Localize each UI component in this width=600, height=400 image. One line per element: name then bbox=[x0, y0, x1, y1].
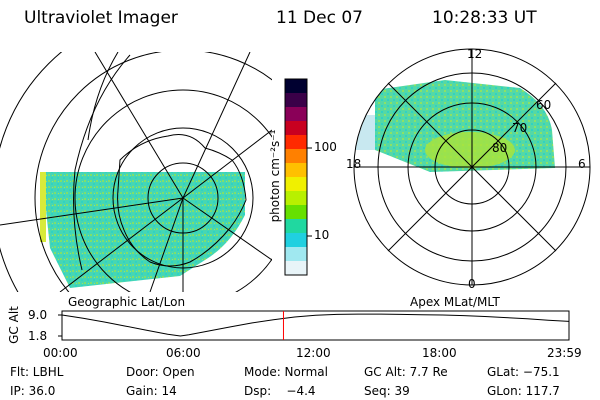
mlat-label-60: 60 bbox=[536, 98, 552, 112]
altitude-ylabel: GC Alt bbox=[7, 306, 21, 344]
xtick-0600: 06:00 bbox=[166, 346, 201, 360]
footer-gain: Gain: 14 bbox=[126, 384, 177, 398]
mlat-label-80: 80 bbox=[492, 141, 508, 155]
colorbar-label: photon cm⁻²s⁻¹ bbox=[268, 129, 282, 223]
mlt-label-0: 0 bbox=[468, 277, 476, 291]
colorbar-segment bbox=[285, 233, 307, 248]
colorbar-segment bbox=[285, 177, 307, 192]
instrument-title: Ultraviolet Imager bbox=[24, 8, 178, 28]
colorbar-segment bbox=[285, 107, 307, 122]
meridian-lines bbox=[0, 52, 272, 292]
time-label: 10:28:33 UT bbox=[432, 8, 537, 28]
xtick-1800: 18:00 bbox=[422, 346, 457, 360]
footer-glat: GLat: −75.1 bbox=[487, 365, 560, 379]
footer-gcalt: GC Alt: 7.7 Re bbox=[364, 365, 448, 379]
footer-door: Door: Open bbox=[126, 365, 195, 379]
xtick-1200: 12:00 bbox=[296, 346, 331, 360]
mlt-label-12: 12 bbox=[467, 47, 483, 61]
footer-seq: Seq: 39 bbox=[364, 384, 410, 398]
mlt-label-6: 6 bbox=[578, 157, 586, 171]
footer-dsp: Dsp: −4.4 bbox=[244, 384, 316, 398]
colorbar-segment bbox=[285, 205, 307, 220]
colorbar-segment bbox=[285, 121, 307, 136]
altitude-ytick-1-8: 1.8 bbox=[28, 329, 48, 343]
altitude-plot-frame bbox=[61, 310, 570, 341]
apex-caption: Apex MLat/MLT bbox=[410, 295, 500, 309]
footer-filter: Flt: LBHL bbox=[10, 365, 64, 379]
geographic-caption: Geographic Lat/Lon bbox=[68, 295, 186, 309]
colorbar-segment bbox=[285, 219, 307, 234]
colorbar-segment bbox=[285, 135, 307, 150]
xtick-2359: 23:59 bbox=[547, 346, 582, 360]
xtick-0000: 00:00 bbox=[43, 346, 78, 360]
continent-outline bbox=[117, 134, 247, 267]
mlt-label-18: 18 bbox=[346, 157, 362, 171]
colorbar-segment bbox=[285, 163, 307, 178]
altitude-series-line bbox=[61, 313, 570, 337]
apex-polar-map bbox=[353, 48, 591, 286]
altitude-plot bbox=[61, 311, 570, 340]
colorbar bbox=[285, 79, 307, 276]
colorbar-segment bbox=[285, 191, 307, 206]
mlat-label-70: 70 bbox=[512, 121, 528, 135]
footer-glon: GLon: 117.7 bbox=[487, 384, 560, 398]
colorbar-tick-100: 100 bbox=[314, 140, 337, 154]
colorbar-segment bbox=[285, 79, 307, 94]
footer-mode: Mode: Normal bbox=[244, 365, 328, 379]
colorbar-tick-10: 10 bbox=[314, 228, 330, 242]
altitude-ytick-9: 9.0 bbox=[28, 308, 48, 322]
colorbar-segment bbox=[285, 93, 307, 108]
colorbar-segment bbox=[285, 247, 307, 262]
colorbar-segment bbox=[285, 261, 307, 276]
date-label: 11 Dec 07 bbox=[276, 8, 363, 28]
colorbar-segment bbox=[285, 149, 307, 164]
footer-ip: IP: 36.0 bbox=[10, 384, 56, 398]
